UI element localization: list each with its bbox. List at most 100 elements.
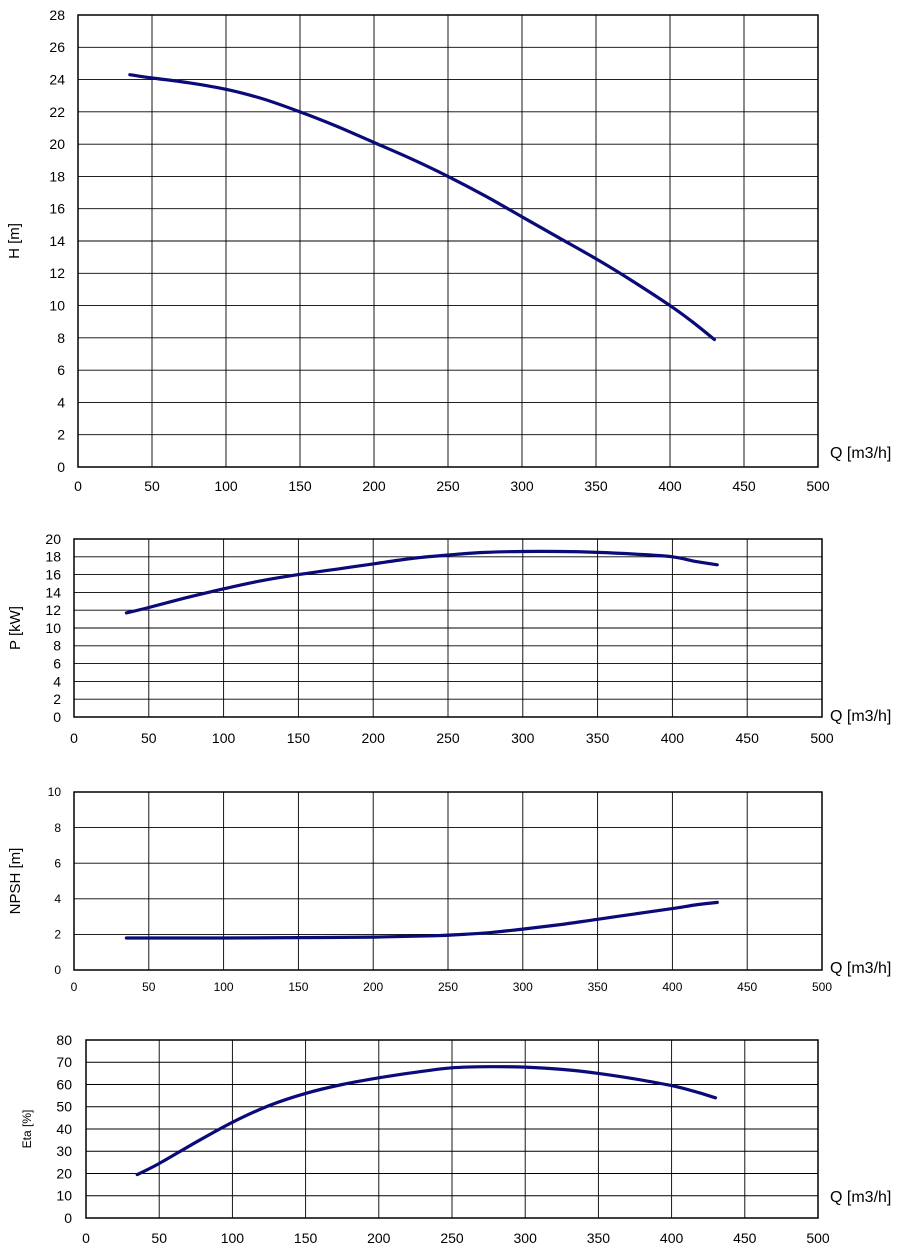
x-axis-label: Q [m3/h] bbox=[830, 445, 891, 462]
x-tick-label: 250 bbox=[438, 980, 458, 994]
y-tick-label: 12 bbox=[45, 602, 61, 618]
y-tick-label: 6 bbox=[53, 656, 61, 672]
y-tick-label: 16 bbox=[49, 201, 65, 217]
x-tick-label: 250 bbox=[436, 478, 460, 494]
y-tick-label: 10 bbox=[49, 297, 65, 313]
y-tick-label: 10 bbox=[45, 620, 61, 636]
x-tick-label: 50 bbox=[144, 478, 160, 494]
y-tick-label: 18 bbox=[49, 168, 65, 184]
x-tick-label: 50 bbox=[141, 730, 157, 746]
x-tick-label: 100 bbox=[214, 478, 238, 494]
y-tick-label: 24 bbox=[49, 71, 65, 87]
y-tick-label: 10 bbox=[56, 1188, 72, 1204]
y-tick-label: 28 bbox=[49, 7, 65, 23]
y-tick-label: 20 bbox=[49, 136, 65, 152]
series-line bbox=[124, 900, 719, 940]
y-tick-label: 80 bbox=[56, 1032, 72, 1048]
x-tick-label: 350 bbox=[584, 478, 608, 494]
x-tick-label: 450 bbox=[736, 730, 760, 746]
y-tick-label: 22 bbox=[49, 104, 65, 120]
x-tick-label: 50 bbox=[142, 980, 156, 994]
y-tick-label: 2 bbox=[53, 691, 61, 707]
x-tick-label: 0 bbox=[70, 730, 78, 746]
x-tick-label: 0 bbox=[71, 980, 78, 994]
x-tick-label: 500 bbox=[806, 1230, 830, 1246]
x-tick-label: 200 bbox=[362, 730, 386, 746]
y-tick-label: 26 bbox=[49, 39, 65, 55]
y-tick-label: 0 bbox=[64, 1210, 72, 1226]
y-tick-label: 0 bbox=[54, 963, 61, 977]
x-tick-label: 400 bbox=[660, 1230, 684, 1246]
x-tick-label: 500 bbox=[810, 730, 834, 746]
y-tick-label: 12 bbox=[49, 265, 65, 281]
chart-2: 0 50 100 150 200 250 300 350 400 450 500 0 2 46 8 10 12 1… bbox=[7, 531, 891, 746]
x-tick-label: 150 bbox=[288, 980, 308, 994]
y-tick-label: 2 bbox=[57, 427, 65, 443]
y-axis-label: Eta [%] bbox=[20, 1110, 34, 1149]
series-line bbox=[128, 73, 716, 342]
x-tick-label: 400 bbox=[658, 478, 682, 494]
x-tick-label: 50 bbox=[151, 1230, 167, 1246]
x-tick-label: 250 bbox=[440, 1230, 464, 1246]
x-tick-label: 200 bbox=[367, 1230, 391, 1246]
plot-frame bbox=[85, 1039, 819, 1219]
x-tick-label: 150 bbox=[288, 478, 312, 494]
y-tick-label: 20 bbox=[56, 1165, 72, 1181]
x-tick-label: 100 bbox=[212, 730, 236, 746]
y-axis-label: H [m] bbox=[6, 223, 23, 259]
y-tick-label: 8 bbox=[54, 821, 61, 835]
x-axis-label: Q [m3/h] bbox=[830, 708, 891, 725]
x-tick-label: 350 bbox=[586, 730, 610, 746]
y-tick-label: 0 bbox=[57, 459, 65, 475]
y-tick-label: 30 bbox=[56, 1143, 72, 1159]
x-tick-label: 0 bbox=[82, 1230, 90, 1246]
x-tick-label: 250 bbox=[436, 730, 460, 746]
x-tick-label: 300 bbox=[510, 478, 534, 494]
x-tick-label: 100 bbox=[214, 980, 234, 994]
x-tick-label: 200 bbox=[363, 980, 383, 994]
y-tick-label: 40 bbox=[56, 1121, 72, 1137]
y-tick-label: 4 bbox=[54, 892, 61, 906]
y-tick-label: 60 bbox=[56, 1076, 72, 1092]
chart-3: 0 50 100 150 200 250 300 350 400 450 500 0 2 4 6 8 10 NPS… bbox=[7, 785, 891, 994]
x-tick-label: 500 bbox=[812, 980, 832, 994]
x-tick-label: 500 bbox=[806, 478, 830, 494]
plot-frame bbox=[73, 538, 823, 718]
x-axis-label: Q [m3/h] bbox=[830, 960, 891, 977]
x-tick-label: 400 bbox=[661, 730, 685, 746]
y-axis-label: P [kW] bbox=[7, 606, 24, 650]
y-tick-label: 14 bbox=[49, 233, 65, 249]
plot-frame bbox=[73, 791, 823, 971]
x-tick-label: 100 bbox=[221, 1230, 245, 1246]
x-tick-label: 450 bbox=[737, 980, 757, 994]
y-tick-label: 20 bbox=[45, 531, 61, 547]
y-tick-label: 6 bbox=[57, 362, 65, 378]
y-tick-label: 4 bbox=[57, 394, 65, 410]
chart-4: 0 50 100 150 200 250 300 350 400 450 500 0 10 20 30 40 5… bbox=[20, 1032, 891, 1246]
y-tick-label: 70 bbox=[56, 1054, 72, 1070]
y-tick-label: 6 bbox=[54, 856, 61, 870]
y-tick-label: 4 bbox=[53, 673, 61, 689]
y-tick-label: 8 bbox=[53, 638, 61, 654]
x-tick-label: 300 bbox=[511, 730, 535, 746]
y-tick-label: 14 bbox=[45, 584, 61, 600]
x-tick-label: 450 bbox=[732, 478, 756, 494]
x-tick-label: 350 bbox=[587, 1230, 611, 1246]
x-tick-label: 450 bbox=[733, 1230, 757, 1246]
y-tick-label: 2 bbox=[54, 928, 61, 942]
y-axis-label: NPSH [m] bbox=[7, 848, 24, 915]
series-line bbox=[124, 549, 719, 615]
x-tick-label: 300 bbox=[513, 980, 533, 994]
chart-1: 0 50 100 150 200 250 300 350 400 450 5000246810121… bbox=[6, 7, 891, 494]
y-tick-label: 50 bbox=[56, 1099, 72, 1115]
x-axis-label: Q [m3/h] bbox=[830, 1189, 891, 1206]
y-tick-label: 16 bbox=[45, 567, 61, 583]
series-line bbox=[135, 1065, 718, 1177]
y-tick-label: 18 bbox=[45, 549, 61, 565]
y-tick-label: 0 bbox=[53, 709, 61, 725]
x-tick-label: 200 bbox=[362, 478, 386, 494]
x-tick-label: 350 bbox=[588, 980, 608, 994]
x-tick-label: 150 bbox=[287, 730, 311, 746]
